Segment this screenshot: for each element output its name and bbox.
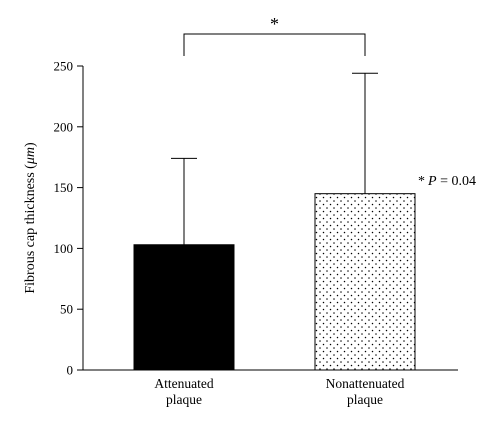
x-tick-label: Attenuated [154,376,213,391]
p-value-number: = 0.04 [437,174,476,189]
p-value-annotation: * P = 0.04 [418,174,476,189]
x-tick-label: plaque [166,392,202,407]
y-tick-label: 250 [54,59,74,74]
error-bars [171,72,378,245]
bracket-line [183,33,366,56]
significance-bracket: * [183,14,366,56]
y-axis-title-unit: μm [23,147,38,165]
y-axis-title-suffix: ) [23,142,38,147]
significance-star: * [270,14,279,34]
x-tick-label: plaque [347,392,383,407]
p-value-star: * [418,174,425,189]
y-tick-label: 100 [54,241,74,256]
p-value-p: P [427,174,437,189]
x-tick-label: Nonattenuated [326,376,405,391]
y-tick-label: 50 [60,302,73,317]
y-tick-label: 200 [54,119,74,134]
y-axis-title: Fibrous cap thickness (μm) [23,142,38,294]
y-tick-label: 150 [54,180,74,195]
bar [133,244,235,371]
y-axis-title-prefix: Fibrous cap thickness ( [23,164,38,294]
bar [314,193,416,371]
y-tick-label: 0 [67,363,74,378]
y-ticks: 0 50 100 150 200 250 [54,59,83,378]
bars [133,193,416,371]
